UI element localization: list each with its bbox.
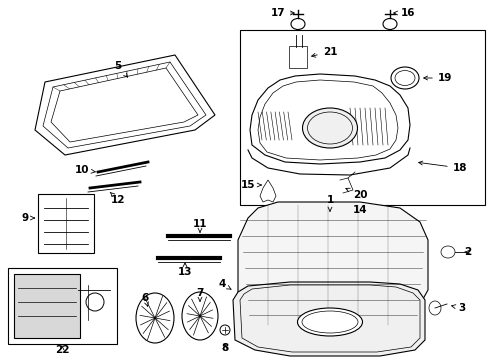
Text: 3: 3 [451,303,465,313]
Text: 14: 14 [352,205,366,215]
Text: 12: 12 [110,192,125,205]
Text: 15: 15 [240,180,261,190]
Text: 1: 1 [325,195,333,211]
Polygon shape [232,282,424,356]
Ellipse shape [302,108,357,148]
Text: 13: 13 [177,263,192,277]
FancyBboxPatch shape [8,268,117,344]
Text: 16: 16 [393,8,414,18]
Text: 6: 6 [141,293,148,306]
Text: 22: 22 [55,345,69,355]
Text: 20: 20 [345,188,366,200]
FancyBboxPatch shape [14,274,80,338]
Text: 8: 8 [221,343,228,353]
FancyBboxPatch shape [288,46,306,68]
Text: 11: 11 [192,219,207,232]
Text: 10: 10 [75,165,95,175]
Text: 21: 21 [311,47,337,57]
Ellipse shape [136,293,174,343]
Text: 2: 2 [464,247,470,257]
Text: 4: 4 [218,279,230,289]
Text: 9: 9 [21,213,34,223]
Text: 5: 5 [114,61,127,77]
Text: 7: 7 [196,288,203,301]
Bar [240,30,484,205]
Ellipse shape [390,67,418,89]
Text: 19: 19 [423,73,451,83]
Text: 18: 18 [418,161,467,173]
FancyBboxPatch shape [38,194,94,253]
Ellipse shape [297,308,362,336]
Ellipse shape [182,292,218,340]
Text: 17: 17 [270,8,294,18]
Polygon shape [238,202,427,328]
